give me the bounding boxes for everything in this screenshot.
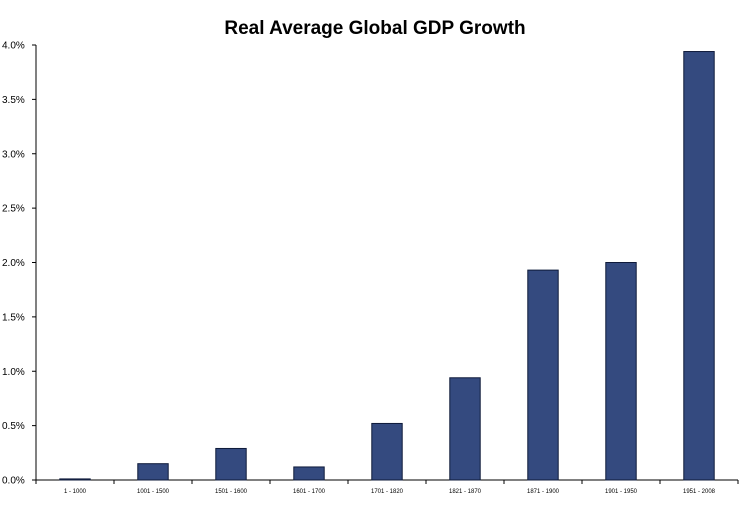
bars (59, 51, 715, 481)
x-tick-label: 1871 - 1900 (527, 489, 560, 495)
x-tick-label: 1 - 1000 (64, 489, 87, 495)
x-tick-label: 1951 - 2008 (683, 489, 716, 495)
bar (59, 478, 91, 481)
x-tick-label: 1901 - 1950 (605, 489, 638, 495)
bar (605, 262, 637, 481)
bar (449, 377, 481, 481)
bar (371, 422, 403, 481)
x-tick-label: 1601 - 1700 (293, 489, 326, 495)
bar (683, 51, 715, 481)
bar (137, 463, 169, 481)
x-tick-label: 1821 - 1870 (449, 489, 482, 495)
x-tick-label: 1701 - 1820 (371, 489, 404, 495)
x-tick-label: 1001 - 1500 (137, 489, 170, 495)
x-axis: 1 - 1000 1001 - 1500 1501 - 1600 1601 - 170… (35, 479, 739, 495)
x-tick-label: 1501 - 1600 (215, 489, 248, 495)
y-axis: 0.0% 0.5% 1.0% 1.5% 2.0% 2.5% 3.0% 3.5% 4.0% (2, 41, 37, 487)
y-tick-label: 3.5% (2, 95, 25, 106)
y-tick-label: 0.5% (2, 421, 25, 432)
y-tick-label: 1.5% (2, 312, 25, 323)
y-tick-label: 4.0% (2, 41, 25, 52)
bar (215, 447, 247, 481)
y-tick-label: 1.0% (2, 367, 25, 378)
bar (527, 269, 559, 481)
y-tick-label: 2.5% (2, 204, 25, 215)
y-tick-label: 3.0% (2, 149, 25, 160)
chart-title: Real Average Global GDP Growth (224, 18, 525, 39)
y-tick-label: 2.0% (2, 258, 25, 269)
bar (293, 466, 325, 481)
y-tick-label: 0.0% (2, 476, 25, 487)
